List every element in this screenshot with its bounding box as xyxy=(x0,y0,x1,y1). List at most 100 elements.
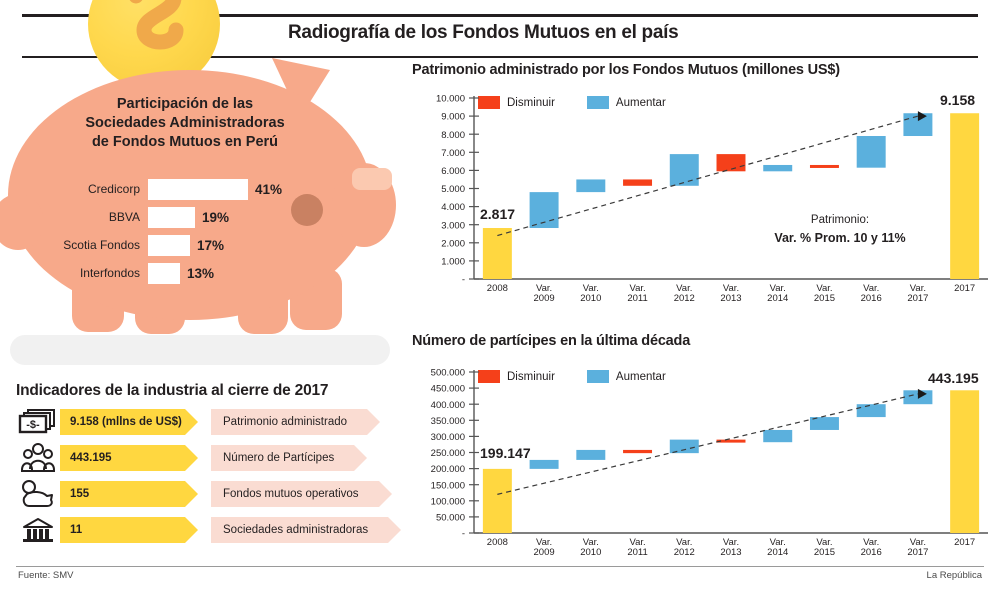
chart-1-title: Patrimonio administrado por los Fondos M… xyxy=(412,62,840,78)
legend-swatch-decrease xyxy=(478,96,500,109)
indicators-title: Indicadores de la industria al cierre de… xyxy=(16,382,329,399)
participation-label: Credicorp xyxy=(87,182,140,196)
svg-text:50.000: 50.000 xyxy=(436,513,465,524)
svg-text:2014: 2014 xyxy=(767,293,788,303)
svg-text:2011: 2011 xyxy=(627,293,647,303)
svg-text:2016: 2016 xyxy=(861,547,882,557)
participation-value: 17% xyxy=(197,237,225,253)
participation-bar xyxy=(148,178,248,200)
svg-text:2.000: 2.000 xyxy=(441,238,465,249)
svg-text:Var.: Var. xyxy=(816,283,832,294)
indicator-description: Fondos mutuos operativos xyxy=(211,480,392,507)
svg-text:Var.: Var. xyxy=(536,537,552,548)
svg-text:Var.: Var. xyxy=(676,283,692,294)
svg-text:Var.: Var. xyxy=(723,283,739,294)
svg-text:Var.: Var. xyxy=(629,537,645,548)
page-title: Radiografía de los Fondos Mutuos en el p… xyxy=(288,22,679,43)
svg-text:2011: 2011 xyxy=(627,547,647,557)
chart-1-start-label: 2.817 xyxy=(480,206,516,222)
svg-text:-$-: -$- xyxy=(26,419,40,431)
svg-text:3.000: 3.000 xyxy=(441,220,465,231)
indicators-list: -$- 9.158 (mllns de US$) Patrimonio admi… xyxy=(16,405,402,549)
header-rule-top xyxy=(22,14,978,17)
chart-1-plot: - 1.000 2.000 3.000 4.000 5.000 6.000 7.000 8.00… xyxy=(412,88,992,303)
legend-swatch-increase xyxy=(586,96,609,109)
participation-value: 13% xyxy=(187,265,215,281)
svg-text:4.000: 4.000 xyxy=(441,202,465,213)
indicator-value: 443.195 xyxy=(60,444,198,471)
svg-text:2010: 2010 xyxy=(580,293,601,303)
piggy-panel-title: Participación de las Sociedades Administ… xyxy=(40,95,330,152)
chart-1-end-label: 9.158 xyxy=(940,92,976,108)
svg-text:Var.: Var. xyxy=(676,537,692,548)
svg-text:Var.: Var. xyxy=(629,283,645,294)
svg-text:250.000: 250.000 xyxy=(431,448,465,459)
chart-2-end-label: 443.195 xyxy=(928,370,979,386)
indicator-description: Sociedades administradoras xyxy=(211,516,402,543)
svg-text:200.000: 200.000 xyxy=(431,464,465,475)
svg-text:2016: 2016 xyxy=(861,293,882,303)
svg-text:2009: 2009 xyxy=(534,547,555,557)
participation-label: Scotia Fondos xyxy=(63,238,140,252)
footer-rule xyxy=(16,566,984,567)
sol-symbol-icon xyxy=(88,0,220,90)
legend-swatch-increase xyxy=(586,370,609,383)
chart-1-annotation-line-2: Var. % Prom. 10 y 11% xyxy=(774,230,906,245)
svg-text:Var.: Var. xyxy=(863,283,879,294)
svg-text:10.000: 10.000 xyxy=(436,94,465,105)
chart-1-legend: Disminuir Aumentar xyxy=(478,96,666,109)
header-rule-bottom xyxy=(22,56,978,58)
indicator-value: 9.158 (mllns de US$) xyxy=(60,408,198,435)
svg-text:2008: 2008 xyxy=(487,283,508,294)
svg-text:300.000: 300.000 xyxy=(431,432,465,443)
svg-text:6.000: 6.000 xyxy=(441,166,465,177)
svg-text:2012: 2012 xyxy=(674,293,695,303)
svg-text:-: - xyxy=(462,275,465,286)
footer-source: Fuente: SMV xyxy=(18,570,74,581)
chart-1-annotation: Patrimonio: Var. % Prom. 10 y 11% xyxy=(740,212,940,247)
svg-text:2017: 2017 xyxy=(954,283,975,294)
participation-value: 41% xyxy=(255,181,283,197)
legend-label-increase: Aumentar xyxy=(615,96,666,109)
piggy-title-line-3: de Fondos Mutuos en Perú xyxy=(91,134,279,151)
svg-text:2012: 2012 xyxy=(674,547,695,557)
svg-text:Var.: Var. xyxy=(770,283,786,294)
piggy-bank-icon xyxy=(16,478,60,509)
svg-text:450.000: 450.000 xyxy=(431,384,465,395)
participation-bar xyxy=(148,234,190,256)
svg-text:2008: 2008 xyxy=(487,537,508,548)
svg-text:2013: 2013 xyxy=(720,293,741,303)
svg-text:2015: 2015 xyxy=(814,293,835,303)
list-item: -$- 9.158 (mllns de US$) Patrimonio admi… xyxy=(16,405,396,438)
participation-value: 19% xyxy=(202,209,230,225)
svg-text:-: - xyxy=(462,529,465,540)
chart-2-start-label: 199.147 xyxy=(480,445,531,461)
svg-text:2017: 2017 xyxy=(907,293,928,303)
svg-text:1.000: 1.000 xyxy=(441,257,465,268)
svg-text:2009: 2009 xyxy=(534,293,555,303)
svg-text:350.000: 350.000 xyxy=(431,416,465,427)
piggy-shadow xyxy=(10,335,390,365)
indicator-description: Número de Partícipes xyxy=(211,444,368,471)
banknotes-icon: -$- xyxy=(16,406,60,437)
list-item: 11 Sociedades administradoras xyxy=(16,513,402,546)
svg-text:2017: 2017 xyxy=(954,537,975,548)
svg-text:Var.: Var. xyxy=(910,537,926,548)
svg-text:Var.: Var. xyxy=(536,283,552,294)
svg-text:2017: 2017 xyxy=(907,547,928,557)
svg-text:Var.: Var. xyxy=(863,537,879,548)
legend-label-increase: Aumentar xyxy=(615,370,666,383)
participation-label: Interfondos xyxy=(79,266,140,280)
participation-bar xyxy=(148,206,195,228)
svg-text:150.000: 150.000 xyxy=(431,480,465,491)
footer-credit: La República xyxy=(926,570,982,581)
list-item: Scotia Fondos 17% xyxy=(28,232,338,258)
legend-swatch-decrease xyxy=(478,370,500,383)
indicator-description: Patrimonio administrado xyxy=(211,408,381,435)
svg-text:2010: 2010 xyxy=(580,547,601,557)
list-item: BBVA 19% xyxy=(28,204,338,230)
svg-text:5.000: 5.000 xyxy=(441,184,465,195)
legend-label-decrease: Disminuir xyxy=(507,96,555,109)
chart-2-legend: Disminuir Aumentar xyxy=(478,370,666,383)
svg-text:8.000: 8.000 xyxy=(441,130,465,141)
